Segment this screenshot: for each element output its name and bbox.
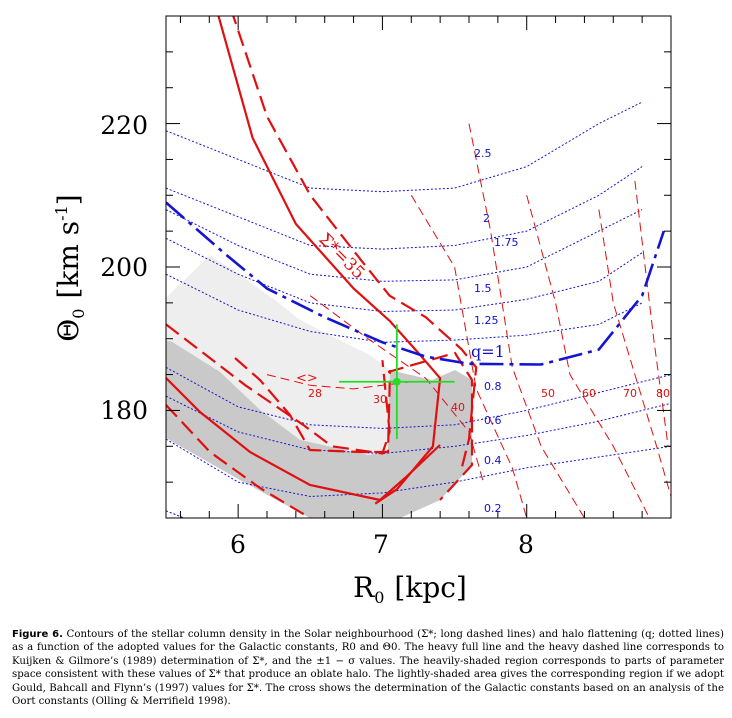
q-label-1.75: 1.75 xyxy=(494,236,519,249)
sigma-35-lower-dashed-line xyxy=(166,323,391,455)
x-axis-title: R0 [kpc] xyxy=(353,571,467,607)
q-contour-1.25 xyxy=(166,273,643,343)
sigma-35-upper-dashed-line xyxy=(232,16,478,469)
sigma-lower-full-line xyxy=(166,377,441,502)
y-tick-label-200: 200 xyxy=(100,253,148,282)
oort-constants-cross xyxy=(339,324,455,440)
sigma-lower-dashed-line xyxy=(166,404,311,518)
sigma-label-50: 50 xyxy=(541,387,555,400)
q-contour-2 xyxy=(166,166,643,250)
q-contour-2.5 xyxy=(166,101,643,193)
q-label-1.5: 1.5 xyxy=(474,282,492,295)
halo-flattening-contours xyxy=(166,101,671,518)
x-tick-label-8: 8 xyxy=(518,530,534,559)
sigma-label-28: 28 xyxy=(308,387,322,400)
y-tick-label-220: 220 xyxy=(100,111,148,140)
q-label-0.4: 0.4 xyxy=(484,454,502,467)
y-axis-title: Θ0[km s-1] xyxy=(52,194,88,341)
q-contour-0.8 xyxy=(166,366,671,429)
light-shaded-region xyxy=(166,255,390,455)
contour-figure: 6 7 8 180 200 220 R0 [kpc] Θ0[km s-1] 2.5… xyxy=(52,15,672,607)
x-tick-label-7: 7 xyxy=(373,530,389,559)
axis-ticks xyxy=(166,15,672,519)
sigma-contour-50 xyxy=(468,123,585,518)
sigma-label-30: 30 xyxy=(373,393,387,406)
sigma-contour-30 xyxy=(310,295,484,483)
sigma-contour-70 xyxy=(598,209,671,497)
figure-caption: Figure 6. Contours of the stellar column… xyxy=(12,628,724,708)
q-label-0.6: 0.6 xyxy=(484,414,502,427)
sigma-label-40: 40 xyxy=(451,401,465,414)
sigma-contour-60 xyxy=(526,195,650,518)
gould-dashed-line xyxy=(234,357,392,454)
sigma-label-60: 60 xyxy=(582,387,596,400)
q-label-0.8: 0.8 xyxy=(484,380,502,393)
gould-average-label: <> xyxy=(296,371,318,386)
q-label-1.25: 1.25 xyxy=(474,314,499,327)
q-contour-1.75 xyxy=(166,209,643,282)
sigma-label-70: 70 xyxy=(623,387,637,400)
q-contour-0.6 xyxy=(166,395,671,455)
q-label-2.5: 2.5 xyxy=(474,147,492,160)
sigma-contour-40 xyxy=(410,195,528,518)
y-tick-label-180: 180 xyxy=(100,396,148,425)
cross-center-point xyxy=(392,377,401,386)
q-contour-1.5 xyxy=(166,237,643,313)
q-label-q1: q=1 xyxy=(471,342,505,361)
x-tick-label-6: 6 xyxy=(230,530,246,559)
q-label-0.2: 0.2 xyxy=(484,502,502,515)
sigma-contour-28 xyxy=(266,374,412,390)
q-contour-0.4 xyxy=(166,438,671,498)
sigma-upper-right-dashed-line xyxy=(387,351,474,501)
q-equals-1-heavy-dashed-line xyxy=(166,201,666,366)
caption-text: Contours of the stellar column density i… xyxy=(12,629,724,708)
q-label-2: 2 xyxy=(483,212,490,225)
sigma-label-80: 80 xyxy=(656,387,670,400)
caption-figure-number: Figure 6. xyxy=(12,629,63,640)
sigma-contour-80 xyxy=(634,180,669,447)
